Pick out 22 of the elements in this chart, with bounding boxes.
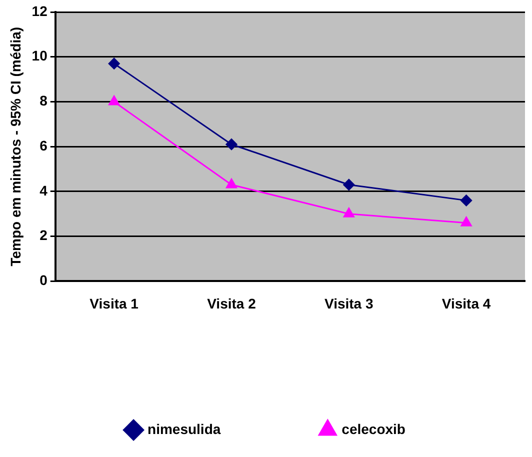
y-tick-label: 6	[40, 137, 48, 154]
point	[343, 178, 355, 190]
y-tick-label: 2	[40, 227, 48, 244]
y-tick-label: 0	[40, 272, 48, 288]
point	[226, 138, 238, 150]
x-tick-label: Visita 3	[324, 295, 374, 312]
y-tick-label: 12	[32, 2, 48, 19]
y-tick-label: 4	[40, 182, 48, 198]
x-tick-label: Visita 1	[90, 295, 139, 312]
y-tick-label: 8	[40, 92, 48, 109]
point	[108, 95, 120, 106]
point	[108, 58, 120, 70]
point	[460, 216, 472, 226]
y-tick-label: 10	[32, 48, 48, 64]
point	[343, 208, 354, 218]
y-axis-title: Tempo em minutos - 95% CI (média)	[7, 26, 24, 266]
point	[226, 178, 237, 188]
point	[460, 194, 472, 206]
legend-label: nimesulida	[148, 420, 221, 437]
x-tick-label: Visita 2	[207, 295, 256, 312]
x-tick-label: Visita 4	[442, 295, 491, 312]
legend-label: celecoxib	[342, 420, 406, 437]
